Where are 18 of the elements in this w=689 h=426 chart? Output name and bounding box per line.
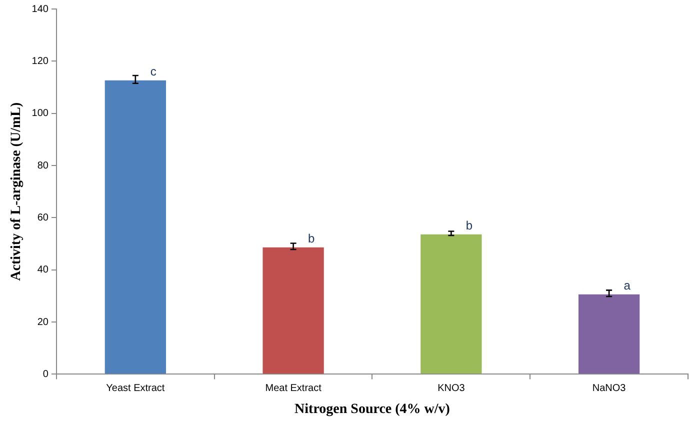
x-tick-label: KNO3 — [438, 382, 466, 394]
annotation: c — [150, 64, 156, 79]
y-tick-label: 80 — [37, 160, 49, 172]
annotation: b — [308, 232, 315, 246]
y-tick-label: 20 — [37, 316, 49, 328]
x-tick-label: NaNO3 — [592, 382, 626, 394]
y-tick-label: 100 — [32, 108, 49, 120]
annotation: b — [466, 218, 473, 233]
y-axis-title: Activity of L-arginase (U/mL) — [9, 102, 24, 281]
annotation: a — [624, 278, 631, 293]
x-tick-label: Meat Extract — [265, 382, 322, 394]
y-tick-label: 140 — [32, 4, 49, 15]
y-tick-label: 60 — [37, 212, 49, 224]
x-tick-label: Yeast Extract — [106, 382, 165, 394]
x-axis-title: Nitrogen Source (4% w/v) — [294, 402, 450, 418]
y-tick-label: 120 — [32, 56, 49, 67]
y-tick-label: 40 — [37, 264, 49, 276]
y-tick-label: 0 — [42, 368, 49, 380]
